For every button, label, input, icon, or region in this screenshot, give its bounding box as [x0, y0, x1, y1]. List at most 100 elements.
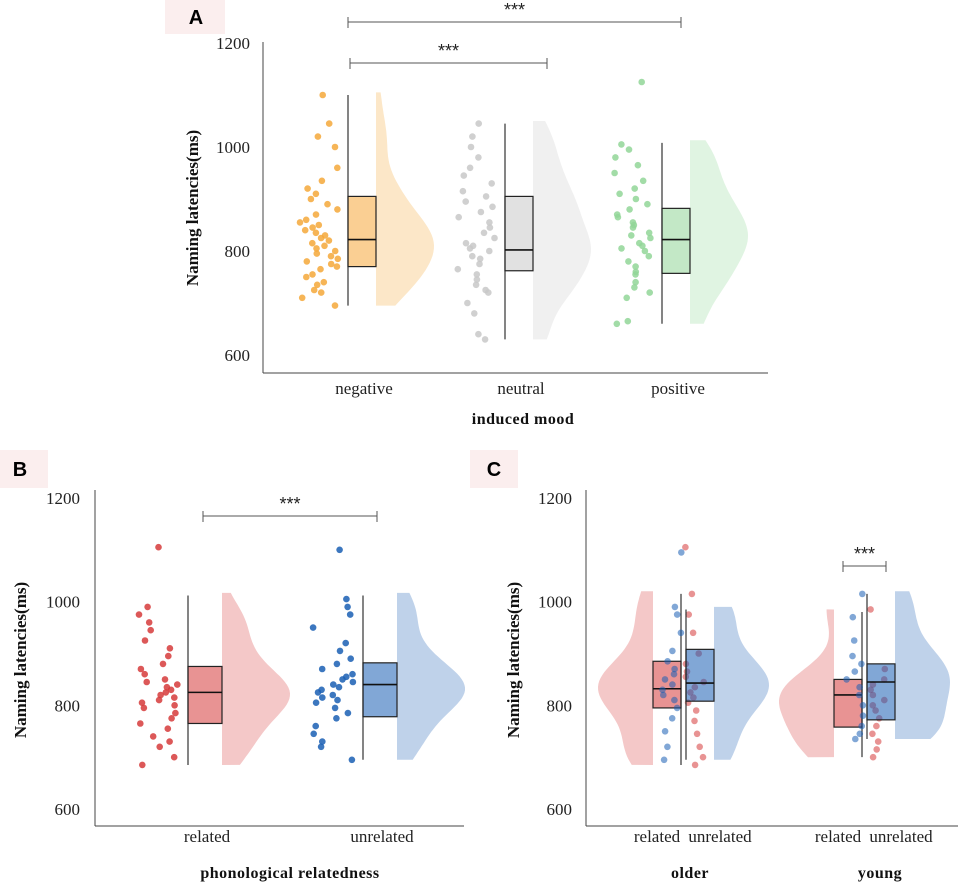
- panel-a-neutral-point: [476, 260, 483, 268]
- panel-c-unrelated-older-point: [678, 549, 685, 556]
- panel-a-negative-point: [317, 265, 324, 273]
- panel-a-neutral-point: [475, 154, 482, 161]
- panel-a-neutral-point: [488, 180, 496, 187]
- panel-c-related-older-point: [682, 543, 689, 551]
- panel-a-negative-point: [317, 289, 325, 296]
- panel-a-positive-point: [632, 278, 639, 286]
- panel-b-related-point: [164, 725, 172, 732]
- panel-a-ytick-800: 800: [225, 242, 251, 261]
- panel-b-related-point: [139, 761, 146, 769]
- panel-b-unrelated-point: [344, 709, 352, 717]
- panel-a-positive-point: [645, 229, 653, 237]
- panel-a-negative-point: [309, 239, 316, 247]
- panel-a-positive-point: [631, 284, 638, 291]
- panel-a-positive-point: [625, 258, 632, 265]
- panel-a-neutral-point: [477, 208, 485, 216]
- panel-a-positive-point: [636, 239, 643, 247]
- panel-c-related-young-point: [874, 738, 882, 745]
- panel-a-negative-point: [321, 232, 329, 239]
- panel-a-negative-point: [315, 221, 323, 229]
- panel-a-neutral-point: [486, 247, 493, 255]
- panel-c-unrelated-older-point: [668, 715, 676, 722]
- panel-a-positive-point: [612, 154, 619, 161]
- panel-a-neutral-box: [504, 195, 534, 272]
- panel-c-unrelated-older-point: [660, 691, 667, 699]
- panel-a-positive-point: [632, 195, 640, 203]
- panel-a-neutral-point: [467, 143, 475, 151]
- panel-a-negative-point: [302, 216, 310, 224]
- panel-a-negative-point: [314, 133, 322, 140]
- panel-a-positive-point: [618, 141, 625, 148]
- panel-b-unrelated-point: [344, 603, 351, 611]
- panel-a-neutral-point: [480, 229, 488, 237]
- panel-a-neutral-point: [482, 193, 490, 200]
- panel-a-negative-point: [334, 206, 341, 213]
- panel-b-related-point: [162, 689, 170, 696]
- panel-a-positive-point: [638, 78, 645, 86]
- panel-a-positive-point: [645, 252, 653, 260]
- panel-b-unrelated-point: [333, 660, 341, 668]
- panel-c-unrelated-older-point: [671, 696, 678, 704]
- panel-a-negative-point: [327, 260, 335, 268]
- panel-b-unrelated-point: [349, 678, 357, 686]
- panel-a-neutral-density: [533, 121, 591, 340]
- panel-c-related-young-point: [867, 606, 874, 613]
- panel-a-neutral-point: [469, 133, 476, 140]
- panel-a-ylabel: Naming latencies(ms): [183, 130, 202, 286]
- panel-a-negative-point: [304, 185, 311, 192]
- panel-label-a: A: [165, 0, 225, 34]
- panel-a-positive-point: [632, 263, 639, 270]
- panel-a-neutral-point: [482, 286, 489, 294]
- panel-b-related-point: [170, 753, 178, 761]
- panel-a-negative-point: [298, 294, 306, 302]
- panel-a-neutral-point: [486, 224, 494, 231]
- panel-a-neutral-point: [460, 172, 468, 179]
- panel-c-unrelated-older-box: [685, 648, 715, 702]
- panel-c-unrelated-young-point: [858, 722, 865, 730]
- panel-c-group-young: young: [858, 865, 902, 882]
- panel-a-negative-point: [327, 252, 335, 260]
- panel-b-related-point: [138, 699, 146, 706]
- panel-a-positive-point: [629, 219, 637, 226]
- panel-a-negative-box: [347, 195, 377, 268]
- panel-b-unrelated-point: [348, 756, 356, 764]
- panel-a-negative-density: [376, 92, 434, 306]
- panel-b-related-point: [141, 670, 148, 678]
- panel-b-related-point: [166, 738, 173, 745]
- panel-a-sig-label: ***: [504, 0, 525, 20]
- panel-a-neutral-point: [472, 281, 480, 289]
- panel-a-negative-category-label: negative: [335, 379, 393, 398]
- panel-c-unrelated-older-point: [659, 686, 666, 694]
- panel-b-related-point: [168, 715, 175, 722]
- panel-b-related-point: [163, 683, 171, 691]
- panel-b-related-point: [135, 611, 143, 618]
- panel-a-neutral-point: [489, 203, 496, 211]
- panel-c-unrelated-older-point: [673, 704, 681, 712]
- panel-label-c: C: [470, 450, 518, 488]
- panel-c-ytick-600: 600: [547, 800, 573, 819]
- panel-a-positive-point: [646, 289, 653, 296]
- panel-a-negative-point: [318, 177, 326, 185]
- panel-c-unrelated-older-point: [677, 629, 685, 637]
- panel-a-negative-point: [324, 200, 331, 208]
- panel-b-related-point: [155, 696, 163, 704]
- panel-c-related-older-density: [598, 591, 653, 765]
- panel-b-unrelated-point: [342, 639, 350, 647]
- panel-c-unrelated-older-point: [673, 611, 681, 618]
- panel-b-unrelated-point: [343, 595, 350, 603]
- panel-a-neutral-point: [473, 276, 481, 283]
- panel-b-related-box: [187, 665, 223, 725]
- panel-c-sig-label: ***: [854, 544, 875, 564]
- panel-b-related-point: [145, 619, 153, 626]
- panel-a-label: A: [189, 7, 203, 29]
- panel-a-ytick-1000: 1000: [216, 138, 250, 157]
- panel-c-unrelated-young-point: [851, 668, 859, 675]
- panel-c-related-older-point: [699, 753, 707, 761]
- panel-a-negative-point: [309, 224, 316, 231]
- panel-a-neutral-point: [454, 265, 462, 273]
- panel-a-positive-point: [647, 234, 654, 242]
- panel-c-related-older-category-label: related: [634, 827, 681, 846]
- panel-a-neutral-point: [475, 120, 483, 127]
- panel-a-positive-point: [639, 177, 647, 185]
- panel-b-unrelated-point: [343, 673, 350, 681]
